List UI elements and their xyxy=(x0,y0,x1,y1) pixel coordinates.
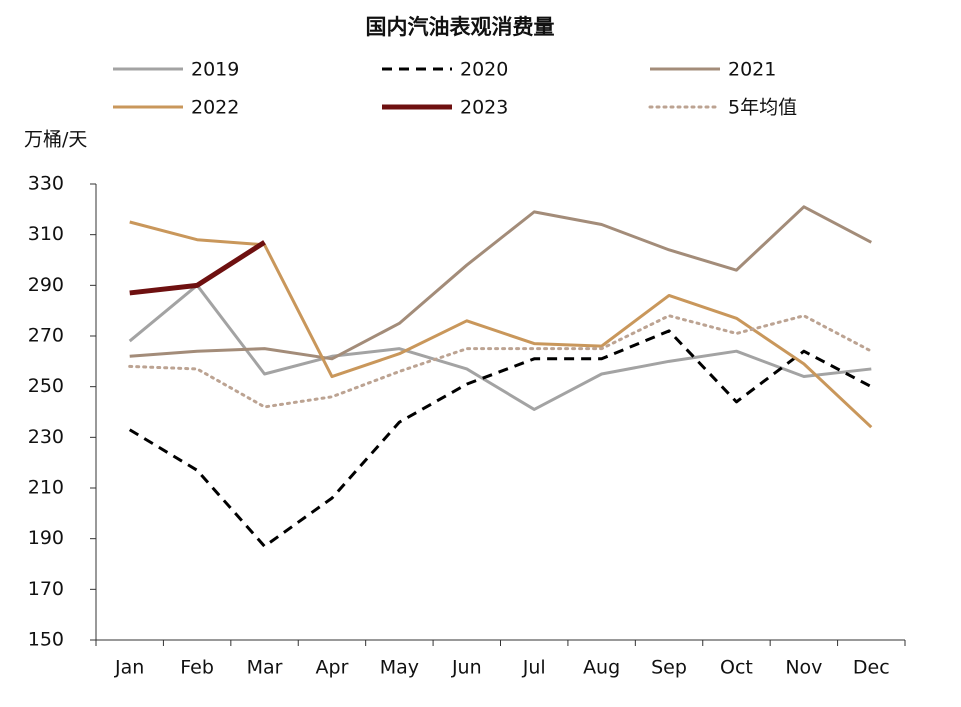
legend-label: 2022 xyxy=(191,97,239,119)
y-tick-label: 150 xyxy=(28,629,64,651)
series-line xyxy=(128,283,872,411)
y-tick-label: 290 xyxy=(28,274,64,296)
x-tick-label: Mar xyxy=(247,657,283,679)
y-tick-label: 230 xyxy=(28,426,64,448)
x-tick-label: Oct xyxy=(720,657,753,679)
y-tick-label: 330 xyxy=(28,173,64,195)
legend-label: 2021 xyxy=(728,59,776,81)
y-tick-label: 190 xyxy=(28,527,64,549)
x-tick-label: Dec xyxy=(853,657,890,679)
series-line xyxy=(128,329,872,548)
series-line xyxy=(129,220,873,429)
legend-label: 2019 xyxy=(191,59,239,81)
x-tick-label: Jan xyxy=(114,657,144,679)
legend-label: 2023 xyxy=(460,97,508,119)
chart-title: 国内汽油表观消费量 xyxy=(366,15,555,39)
y-tick-label: 270 xyxy=(28,325,64,347)
series-line xyxy=(129,240,266,296)
x-tick-label: Nov xyxy=(785,657,822,679)
x-tick-label: May xyxy=(380,657,419,679)
x-tick-label: Feb xyxy=(180,657,214,679)
x-tick-label: Jun xyxy=(451,657,482,679)
y-tick-label: 170 xyxy=(28,578,64,600)
x-tick-label: Apr xyxy=(316,657,349,679)
y-axis-label: 万桶/天 xyxy=(24,129,87,151)
series-line xyxy=(129,205,872,361)
y-tick-label: 250 xyxy=(28,375,64,397)
legend-label: 2020 xyxy=(460,59,508,81)
x-tick-label: Sep xyxy=(651,657,687,679)
legend-label: 5年均值 xyxy=(728,97,797,119)
y-tick-label: 310 xyxy=(28,223,64,245)
x-tick-label: Aug xyxy=(583,657,620,679)
y-tick-label: 210 xyxy=(28,477,64,499)
x-tick-label: Jul xyxy=(522,657,546,679)
series-line xyxy=(128,314,873,409)
